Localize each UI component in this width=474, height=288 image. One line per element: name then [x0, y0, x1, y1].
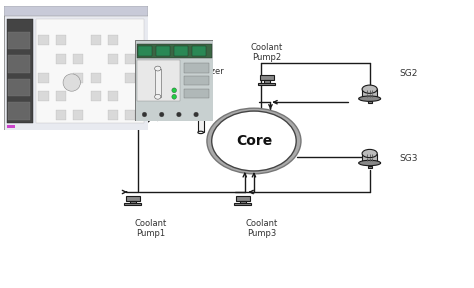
Ellipse shape — [359, 160, 381, 166]
Ellipse shape — [362, 149, 377, 158]
Bar — [137, 60, 180, 101]
Ellipse shape — [194, 112, 199, 117]
Bar — [183, 76, 209, 86]
Bar — [174, 46, 188, 56]
Bar — [8, 55, 30, 73]
Bar — [236, 196, 250, 200]
Bar — [73, 110, 83, 120]
Ellipse shape — [172, 94, 176, 99]
Text: SG3: SG3 — [399, 154, 418, 163]
Bar — [8, 102, 30, 120]
Bar — [56, 110, 66, 120]
Bar — [108, 35, 118, 46]
Ellipse shape — [155, 66, 161, 71]
Bar — [183, 89, 209, 98]
Bar — [7, 125, 15, 128]
Bar — [38, 35, 49, 46]
Ellipse shape — [176, 112, 181, 117]
Bar — [258, 83, 275, 85]
Bar — [56, 54, 66, 64]
Bar — [126, 196, 140, 200]
Bar — [125, 73, 136, 83]
Ellipse shape — [362, 85, 377, 93]
Bar — [73, 73, 83, 83]
Text: Coolant
Pump2: Coolant Pump2 — [251, 43, 283, 62]
Ellipse shape — [63, 74, 81, 91]
Bar — [124, 203, 141, 205]
Bar — [4, 6, 148, 16]
Bar — [367, 101, 372, 103]
Text: Pressurizer: Pressurizer — [177, 67, 224, 75]
Text: Coolant
Pump1: Coolant Pump1 — [135, 219, 167, 238]
Bar — [73, 54, 83, 64]
Ellipse shape — [142, 112, 147, 117]
Text: SG2: SG2 — [399, 69, 418, 78]
Bar — [198, 114, 203, 132]
Ellipse shape — [159, 112, 164, 117]
Ellipse shape — [127, 118, 149, 124]
Bar — [362, 89, 377, 96]
Ellipse shape — [207, 108, 301, 174]
Bar — [131, 111, 146, 119]
Ellipse shape — [198, 131, 203, 134]
Ellipse shape — [212, 111, 296, 171]
Bar — [125, 54, 136, 64]
Bar — [183, 63, 209, 73]
Text: Stream
Generator
(SG1): Stream Generator (SG1) — [74, 95, 117, 125]
Bar — [130, 200, 136, 203]
Bar — [138, 46, 152, 56]
Bar — [36, 19, 144, 123]
Bar — [235, 203, 251, 205]
Bar — [367, 166, 372, 168]
Bar — [108, 54, 118, 64]
Ellipse shape — [155, 94, 161, 99]
Bar — [38, 91, 49, 101]
Bar — [8, 79, 30, 96]
Bar — [56, 35, 66, 46]
Bar — [192, 46, 206, 56]
Ellipse shape — [359, 96, 381, 101]
Bar — [91, 73, 100, 83]
Bar — [155, 69, 161, 97]
Bar — [260, 75, 274, 80]
Bar — [362, 154, 377, 161]
Ellipse shape — [198, 113, 203, 115]
Text: Coolant
Pump3: Coolant Pump3 — [245, 219, 277, 238]
Ellipse shape — [131, 107, 146, 115]
Bar — [264, 80, 270, 83]
Bar — [137, 43, 212, 58]
Bar — [108, 110, 118, 120]
Ellipse shape — [172, 88, 176, 93]
Bar — [91, 91, 100, 101]
Bar — [7, 19, 33, 123]
Bar — [240, 200, 246, 203]
Bar — [156, 46, 170, 56]
Bar — [56, 91, 66, 101]
Bar — [91, 35, 100, 46]
Bar — [108, 91, 118, 101]
Bar — [125, 110, 136, 120]
Bar — [38, 73, 49, 83]
Bar — [136, 124, 140, 126]
Text: Core: Core — [236, 134, 272, 148]
Bar — [8, 32, 30, 49]
